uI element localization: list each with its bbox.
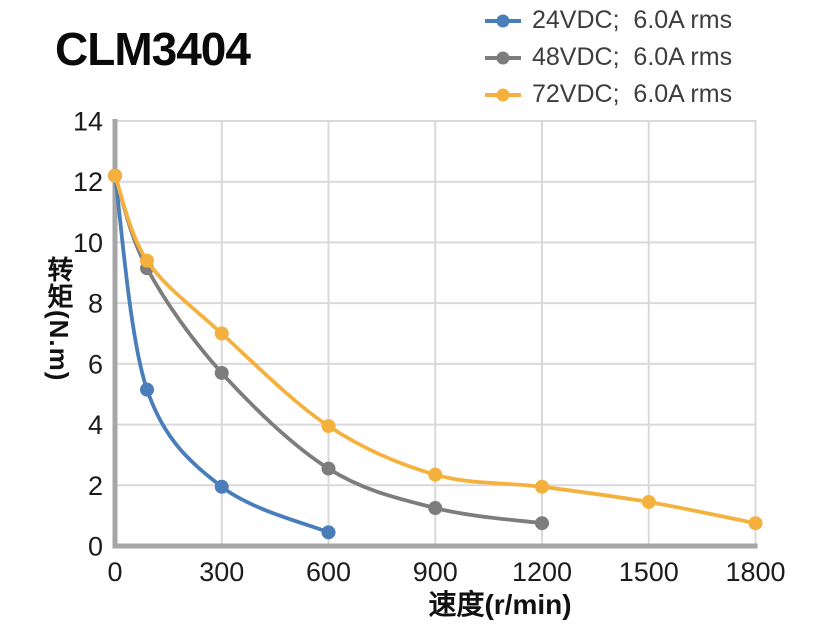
legend-label-24vdc: 24VDC; 6.0A rms bbox=[532, 6, 733, 34]
y-tick-label: 8 bbox=[88, 289, 103, 319]
data-point-marker bbox=[140, 382, 155, 397]
legend-item-72vdc: 72VDC; 6.0A rms bbox=[483, 76, 732, 113]
chart-title: CLM3404 bbox=[55, 23, 251, 75]
x-tick-label: 1800 bbox=[725, 557, 785, 587]
chart-legend: 24VDC; 6.0A rms 48VDC; 6.0A rms 72VDC; 6… bbox=[483, 2, 732, 113]
y-tick-label: 6 bbox=[88, 349, 103, 379]
x-tick-label: 600 bbox=[306, 557, 351, 587]
x-axis-title: 速度(r/min) bbox=[428, 589, 572, 620]
data-point-marker bbox=[535, 516, 549, 531]
data-point-marker bbox=[321, 525, 336, 540]
legend-marker-72vdc-icon bbox=[485, 88, 521, 101]
data-point-marker bbox=[321, 419, 336, 434]
y-tick-label: 12 bbox=[73, 167, 103, 197]
legend-label-72vdc: 72VDC; 6.0A rms bbox=[532, 80, 733, 108]
data-point-marker bbox=[641, 494, 656, 509]
y-tick-label: 2 bbox=[88, 471, 103, 501]
data-point-marker bbox=[140, 253, 155, 268]
data-point-marker bbox=[214, 365, 229, 380]
legend-item-48vdc: 48VDC; 6.0A rms bbox=[483, 39, 732, 76]
y-tick-label: 0 bbox=[88, 532, 103, 562]
data-point-marker bbox=[535, 479, 549, 494]
series-line bbox=[113, 173, 331, 535]
data-point-marker bbox=[108, 168, 122, 183]
data-point-marker bbox=[321, 461, 336, 476]
legend-marker-48vdc-icon bbox=[485, 51, 521, 64]
x-tick-label: 0 bbox=[107, 557, 122, 587]
data-point-marker bbox=[214, 479, 229, 494]
series-line bbox=[113, 173, 758, 526]
data-point-marker bbox=[214, 326, 229, 341]
y-tick-label: 10 bbox=[73, 228, 103, 258]
legend-item-24vdc: 24VDC; 6.0A rms bbox=[483, 2, 732, 39]
legend-marker-24vdc-icon bbox=[485, 14, 521, 27]
y-tick-label: 4 bbox=[88, 410, 103, 440]
data-point-marker bbox=[428, 501, 443, 516]
y-tick-label: 14 bbox=[73, 107, 103, 137]
x-tick-label: 1200 bbox=[512, 557, 572, 587]
x-tick-label: 1500 bbox=[619, 557, 679, 587]
x-tick-label: 900 bbox=[413, 557, 458, 587]
y-axis-title: 转矩(N.m) bbox=[44, 256, 74, 382]
data-point-marker bbox=[748, 516, 763, 531]
data-point-marker bbox=[428, 467, 443, 482]
legend-label-48vdc: 48VDC; 6.0A rms bbox=[532, 43, 733, 71]
x-tick-label: 300 bbox=[199, 557, 244, 587]
